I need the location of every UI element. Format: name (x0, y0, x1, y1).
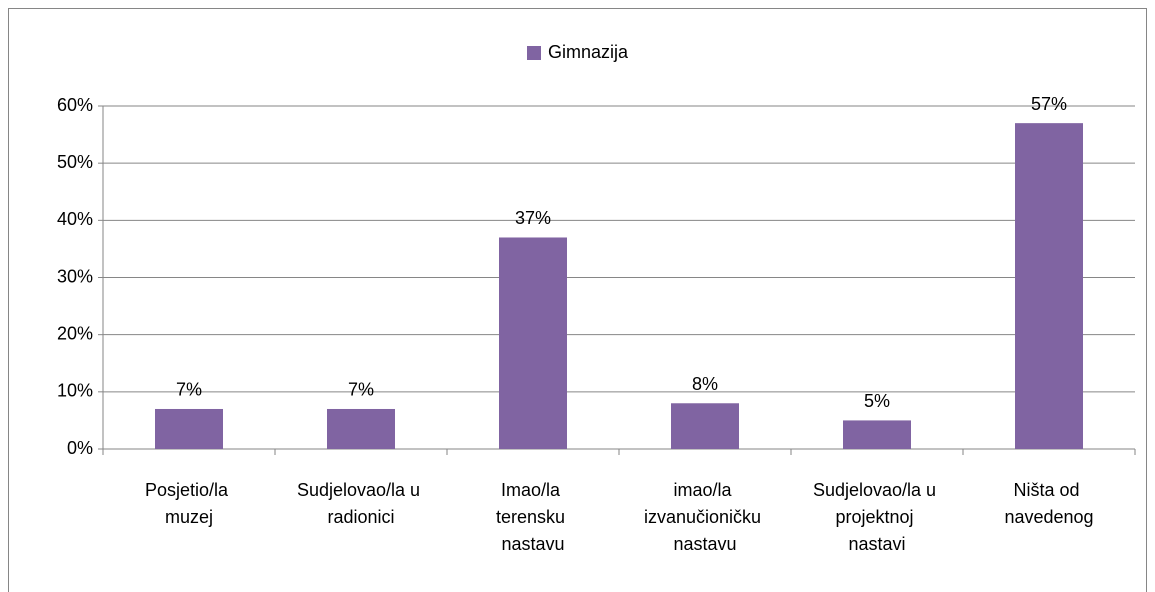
x-tick-label: imao/la izvanučioničku nastavu (644, 480, 766, 554)
y-tick-label: 30% (57, 266, 93, 286)
x-tick-label: Posjetio/la muzej (145, 480, 233, 527)
y-tick-label: 20% (57, 323, 93, 343)
data-label: 7% (348, 380, 374, 400)
data-label: 37% (515, 208, 551, 228)
bar (843, 420, 911, 449)
bar (499, 237, 567, 449)
data-label: 8% (692, 374, 718, 394)
x-tick-label: Sudjelovao/la u projektnoj nastavi (813, 480, 941, 554)
x-tick-label: Ništa od navedenog (1004, 480, 1093, 527)
y-tick-label: 10% (57, 381, 93, 401)
y-tick-label: 50% (57, 152, 93, 172)
data-label: 7% (176, 380, 202, 400)
y-tick-label: 60% (57, 95, 93, 115)
data-label: 57% (1031, 94, 1067, 114)
x-tick-label: Imao/la terensku nastavu (496, 480, 570, 554)
y-tick-label: 0% (67, 438, 93, 458)
data-label: 5% (864, 391, 890, 411)
bar (155, 408, 223, 449)
legend-label: Gimnazija (548, 42, 629, 62)
bar (327, 408, 395, 449)
chart-border (8, 8, 1147, 592)
x-tick-label: Sudjelovao/la u radionici (297, 480, 425, 527)
bar (1015, 123, 1083, 450)
legend-swatch (527, 46, 541, 60)
y-tick-label: 40% (57, 209, 93, 229)
bar (671, 403, 739, 449)
